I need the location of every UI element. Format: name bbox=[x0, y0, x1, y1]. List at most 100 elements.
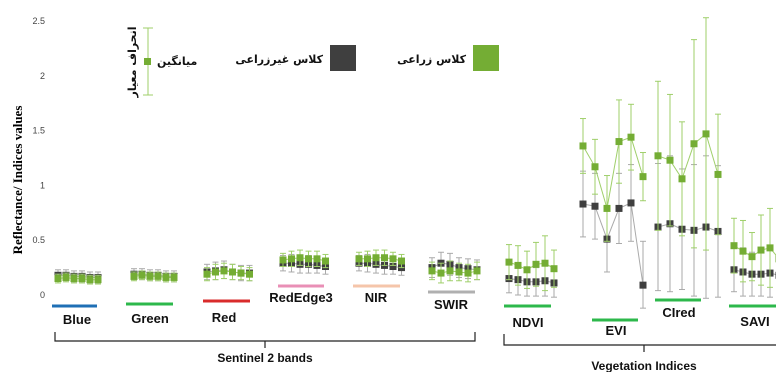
y-tick-label: 1 bbox=[40, 180, 45, 190]
agri-mean-marker bbox=[288, 255, 295, 263]
agri-mean-marker bbox=[615, 138, 623, 146]
agri-mean-marker bbox=[78, 275, 86, 283]
group-label: NIR bbox=[365, 290, 388, 305]
legend-mean-label: میانگین bbox=[157, 55, 197, 68]
agri-mean-marker bbox=[532, 260, 540, 268]
sentinel-bracket bbox=[54, 332, 476, 348]
nonagri-mean-marker bbox=[639, 281, 647, 289]
agri-mean-marker bbox=[603, 204, 611, 212]
y-tick-label: 0 bbox=[40, 290, 45, 300]
agri-mean-marker bbox=[766, 244, 774, 252]
legend-agri-label: کلاس زراعی bbox=[397, 53, 466, 66]
agri-mean-marker bbox=[398, 257, 405, 265]
nonagri-mean-marker bbox=[389, 263, 397, 271]
group-label: Red bbox=[212, 310, 237, 325]
agri-mean-marker bbox=[678, 175, 686, 183]
group-red bbox=[203, 260, 253, 282]
agri-mean-marker bbox=[666, 156, 674, 164]
y-tick-label: 0.5 bbox=[32, 235, 45, 245]
agri-mean-marker bbox=[305, 255, 312, 263]
agri-mean-marker bbox=[94, 276, 102, 284]
y-tick-label: 1.5 bbox=[32, 126, 45, 136]
agri-mean-marker bbox=[229, 268, 236, 276]
agri-mean-marker bbox=[86, 276, 94, 284]
agri-mean-marker bbox=[627, 133, 635, 141]
agri-mean-marker bbox=[446, 267, 454, 275]
agri-mean-marker bbox=[437, 269, 445, 277]
y-tick-label: 2.5 bbox=[32, 16, 45, 26]
y-ticks: 2.5 2 1.5 1 0.5 0 bbox=[32, 16, 45, 300]
agri-mean-marker bbox=[381, 254, 388, 262]
y-tick-label: 2 bbox=[40, 71, 45, 81]
agri-series-line bbox=[582, 136, 644, 209]
agri-mean-marker bbox=[203, 270, 211, 278]
agri-mean-marker bbox=[62, 273, 70, 281]
agri-mean-marker bbox=[279, 256, 287, 264]
agri-mean-marker bbox=[739, 247, 747, 255]
agri-mean-marker bbox=[237, 269, 245, 277]
agri-mean-marker bbox=[579, 142, 587, 150]
group-blue bbox=[54, 269, 102, 285]
agri-mean-marker bbox=[514, 261, 522, 269]
group-label: Blue bbox=[63, 312, 91, 327]
nonagri-mean-marker bbox=[579, 200, 587, 208]
agri-mean-marker bbox=[714, 170, 722, 178]
group-nir bbox=[355, 249, 405, 276]
group-green bbox=[130, 268, 178, 283]
nonagri-mean-marker bbox=[627, 199, 635, 207]
agri-mean-marker bbox=[550, 265, 558, 273]
legend-nonagri-swatch bbox=[330, 45, 356, 71]
group-cired bbox=[654, 17, 722, 299]
group-swir bbox=[428, 251, 481, 284]
agri-mean-marker bbox=[541, 259, 549, 267]
agri-mean-marker bbox=[464, 269, 472, 277]
agri-mean-marker bbox=[428, 267, 436, 275]
group-ndvi bbox=[505, 235, 558, 298]
agri-mean-marker bbox=[146, 272, 154, 280]
agri-mean-marker bbox=[313, 255, 321, 263]
group-label: Green bbox=[131, 311, 169, 326]
agri-mean-marker bbox=[364, 255, 371, 263]
agri-mean-marker bbox=[296, 254, 304, 262]
agri-mean-marker bbox=[170, 273, 178, 281]
legend-agri-swatch bbox=[473, 45, 499, 71]
group-rededge3 bbox=[279, 249, 329, 275]
agri-mean-marker bbox=[473, 267, 481, 275]
agri-mean-marker bbox=[322, 257, 329, 265]
agri-mean-marker bbox=[246, 270, 253, 278]
agri-mean-marker bbox=[162, 273, 170, 281]
agri-mean-marker bbox=[138, 271, 146, 279]
group-evi bbox=[579, 99, 647, 309]
legend-mean-marker bbox=[144, 58, 151, 65]
agri-mean-marker bbox=[54, 275, 62, 283]
group-label: SWIR bbox=[434, 297, 469, 312]
agri-mean-marker bbox=[455, 268, 463, 276]
agri-mean-marker bbox=[757, 246, 765, 254]
agri-mean-marker bbox=[220, 267, 228, 275]
agri-mean-marker bbox=[690, 140, 698, 148]
agri-mean-marker bbox=[654, 152, 662, 160]
nonagri-series-line bbox=[582, 202, 644, 286]
group-label: CIred bbox=[662, 305, 695, 320]
agri-mean-marker bbox=[505, 258, 513, 266]
agri-mean-marker bbox=[748, 253, 756, 261]
agri-mean-marker bbox=[130, 272, 138, 280]
agri-mean-marker bbox=[355, 255, 363, 263]
sentinel-section-label: Sentinel 2 bands bbox=[217, 351, 313, 365]
group-label: NDVI bbox=[512, 315, 543, 330]
nonagri-mean-marker bbox=[615, 204, 623, 212]
agri-mean-marker bbox=[730, 242, 738, 250]
agri-mean-marker bbox=[702, 130, 710, 138]
vegetation-bracket bbox=[503, 334, 776, 352]
agri-mean-marker bbox=[591, 163, 599, 171]
y-axis-label: Reflectance/ Indices values bbox=[10, 106, 25, 255]
nonagri-mean-marker bbox=[591, 202, 599, 210]
legend-nonagri-label: کلاس غیرزراعی bbox=[235, 53, 323, 66]
agri-mean-marker bbox=[212, 268, 219, 276]
vegetation-section-label: Vegetation Indices bbox=[591, 359, 697, 372]
legend-sd-label: انحراف معیار bbox=[126, 26, 139, 98]
group-savi bbox=[730, 207, 776, 298]
agri-mean-marker bbox=[389, 255, 397, 263]
group-label: RedEdge3 bbox=[269, 290, 333, 305]
